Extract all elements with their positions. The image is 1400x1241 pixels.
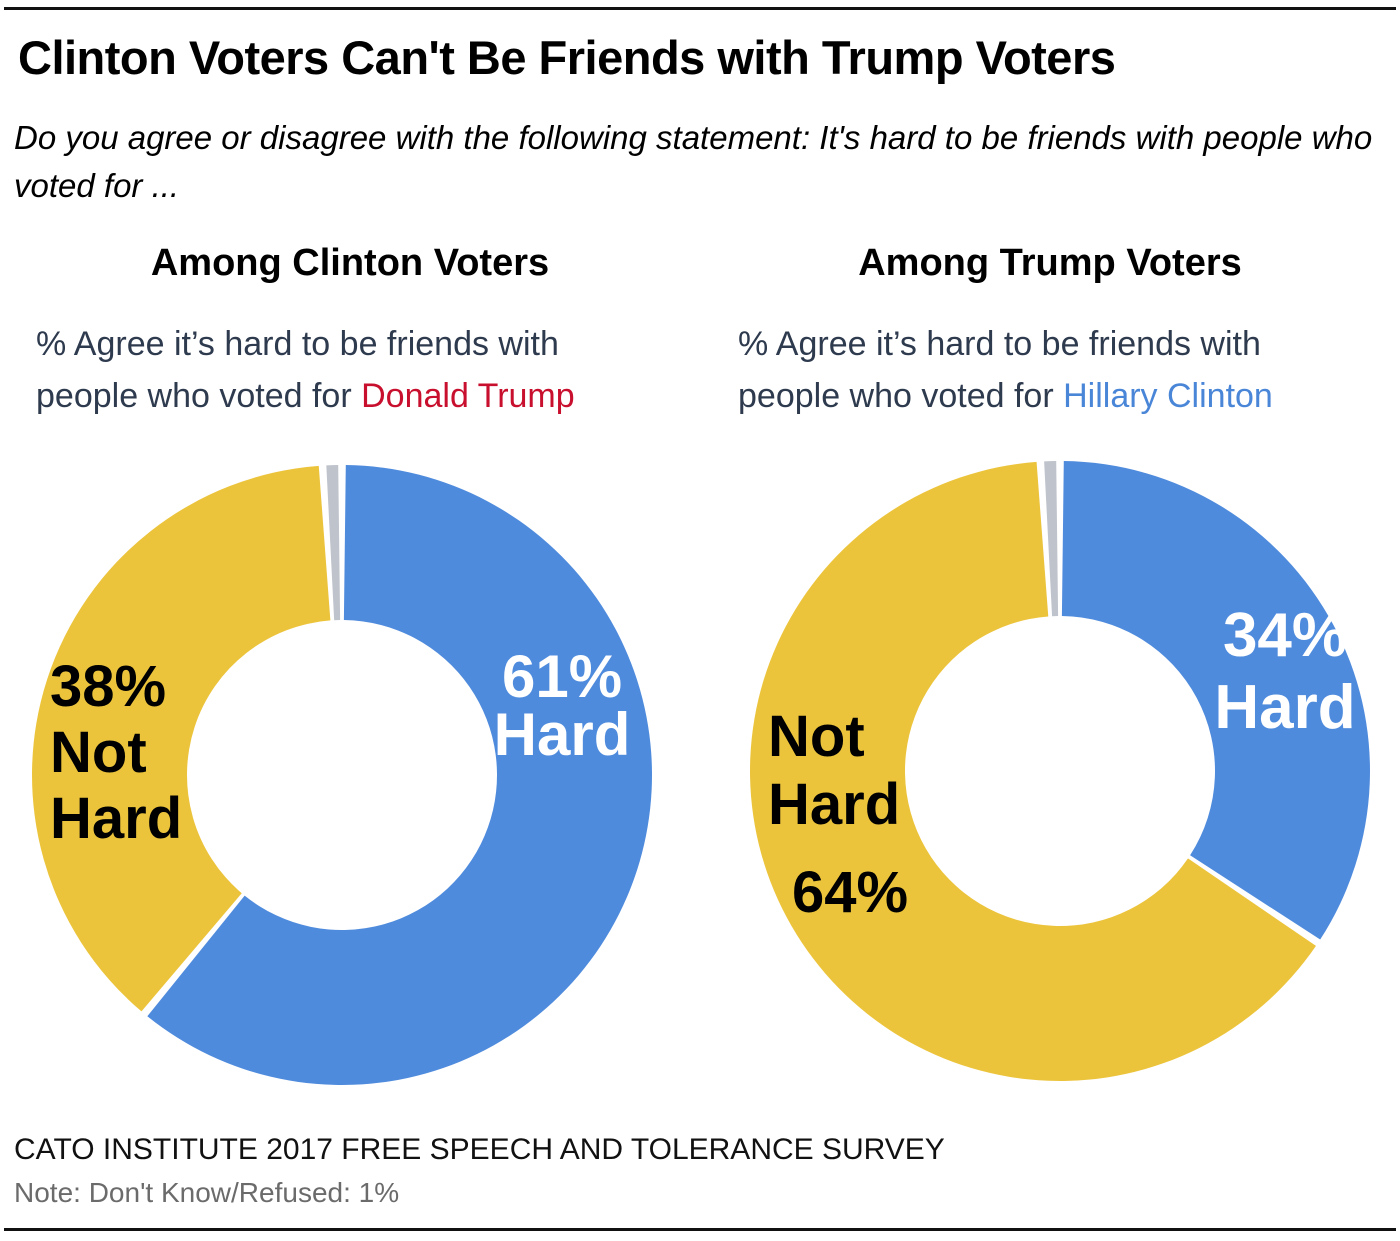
slice-don-t-know-refused — [326, 465, 341, 621]
data-label-line: Not — [768, 704, 865, 769]
bottom-rule — [4, 1228, 1396, 1231]
panel-title-clinton-voters: Among Clinton Voters — [150, 242, 550, 284]
footnote: Note: Don't Know/Refused: 1% — [14, 1177, 400, 1208]
slice-not-hard — [750, 461, 1316, 1081]
panel-description-line2: people who voted for Donald Trump — [36, 370, 575, 422]
highlight-hillary-clinton: Hillary Clinton — [1063, 377, 1273, 415]
data-label-line: Not — [50, 720, 147, 785]
data-label-hard: 61% Hard — [494, 643, 631, 768]
chart-subtitle: Do you agree or disagree with the follow… — [14, 119, 1373, 204]
slice-don-t-know-refused — [1044, 461, 1059, 617]
slice-not-hard — [32, 465, 331, 1012]
source-line: CATO INSTITUTE 2017 FREE SPEECH AND TOLE… — [14, 1133, 945, 1166]
panel-description-trump-voters: % Agree it’s hard to be friends with peo… — [738, 318, 1273, 422]
slice-hard — [1061, 461, 1370, 940]
panel-title-trump-voters: Among Trump Voters — [858, 242, 1242, 284]
highlight-donald-trump: Donald Trump — [361, 377, 575, 415]
panel-description-prefix: people who voted for — [738, 377, 1064, 415]
chart-title: Clinton Voters Can't Be Friends with Tru… — [18, 31, 1116, 84]
data-label-line: 64% — [792, 860, 908, 925]
data-label-line: Hard — [768, 772, 900, 837]
data-label-line: Hard — [1214, 673, 1355, 742]
data-label-not-hard: Not Hard 64% — [768, 704, 908, 925]
panel-description-prefix: people who voted for — [36, 377, 362, 415]
data-label-line: 38% — [50, 654, 166, 719]
panel-description-line1: % Agree it’s hard to be friends with — [738, 325, 1261, 363]
data-label-line: 34% — [1223, 601, 1347, 670]
data-label-line: Hard — [494, 701, 631, 768]
panel-description-line1: % Agree it’s hard to be friends with — [36, 325, 559, 363]
data-label-line: Hard — [50, 786, 182, 851]
data-label-not-hard: 38% Not Hard — [50, 654, 182, 851]
panel-description-clinton-voters: % Agree it’s hard to be friends with peo… — [36, 318, 575, 422]
panel-description-line2: people who voted for Hillary Clinton — [738, 370, 1273, 422]
data-label-line: 61% — [502, 643, 622, 710]
data-label-hard: 34% Hard — [1214, 601, 1355, 742]
top-rule — [4, 7, 1396, 10]
slice-hard — [147, 465, 653, 1085]
